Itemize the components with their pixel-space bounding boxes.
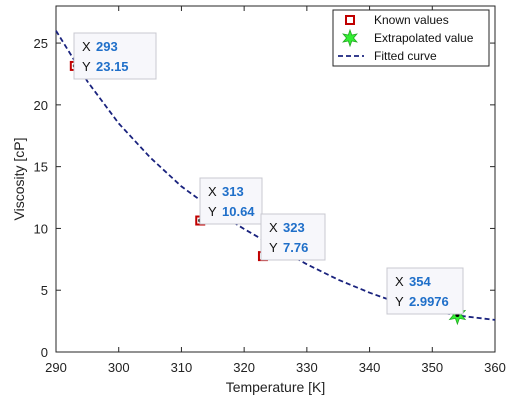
y-tick-label: 25 (34, 36, 48, 51)
datatip-y-value: 7.76 (283, 240, 308, 255)
datatip-y-value: 10.64 (222, 204, 255, 219)
datatip-y-label: Y (208, 204, 217, 219)
x-axis-label: Temperature [K] (226, 379, 326, 395)
datatip-y-value: 23.15 (96, 59, 129, 74)
datatip-x-value: 313 (222, 184, 244, 199)
legend-known-label: Known values (374, 13, 449, 27)
datatip-box (260, 213, 326, 261)
datatip-x-label: X (82, 39, 91, 54)
x-tick-label: 320 (233, 360, 255, 375)
datatip-y-label: Y (395, 294, 404, 309)
x-tick-label: 300 (108, 360, 130, 375)
datatip-y-label: Y (82, 59, 91, 74)
x-tick-label: 360 (484, 360, 506, 375)
datatip-box (386, 267, 464, 315)
legend-extrapolated-label: Extrapolated value (374, 31, 474, 45)
datatip: X 354 Y 2.9976 (386, 267, 464, 315)
y-axis-label: Viscosity [cP] (11, 138, 27, 221)
x-tick-label: 340 (359, 360, 381, 375)
datatip-x-value: 293 (96, 39, 118, 54)
datatip-x-value: 323 (283, 220, 305, 235)
datatip-box (73, 32, 157, 80)
y-tick-label: 10 (34, 221, 48, 236)
x-tick-label: 350 (421, 360, 443, 375)
y-tick-label: 0 (41, 345, 48, 360)
x-tick-label: 290 (45, 360, 67, 375)
datatip-box (199, 177, 263, 225)
legend-fitted-label: Fitted curve (374, 49, 437, 63)
legend-extrapolated-marker (342, 28, 358, 48)
datatip-y-value: 2.9976 (409, 294, 449, 309)
datatip-y-label: Y (269, 240, 278, 255)
datatip-x-label: X (208, 184, 217, 199)
x-tick-label: 330 (296, 360, 318, 375)
datatip-x-label: X (269, 220, 278, 235)
datatip: X 313 Y 10.64 (199, 177, 263, 225)
datatip: X 323 Y 7.76 (260, 213, 326, 261)
datatip-x-label: X (395, 274, 404, 289)
y-tick-label: 20 (34, 98, 48, 113)
legend: Known values Extrapolated value Fitted cur… (332, 9, 490, 67)
y-tick-label: 5 (41, 283, 48, 298)
x-tick-label: 310 (171, 360, 193, 375)
legend-known-marker (345, 15, 355, 25)
datatip: X 293 Y 23.15 (73, 32, 157, 80)
datatip-x-value: 354 (409, 274, 431, 289)
y-tick-label: 15 (34, 160, 48, 175)
